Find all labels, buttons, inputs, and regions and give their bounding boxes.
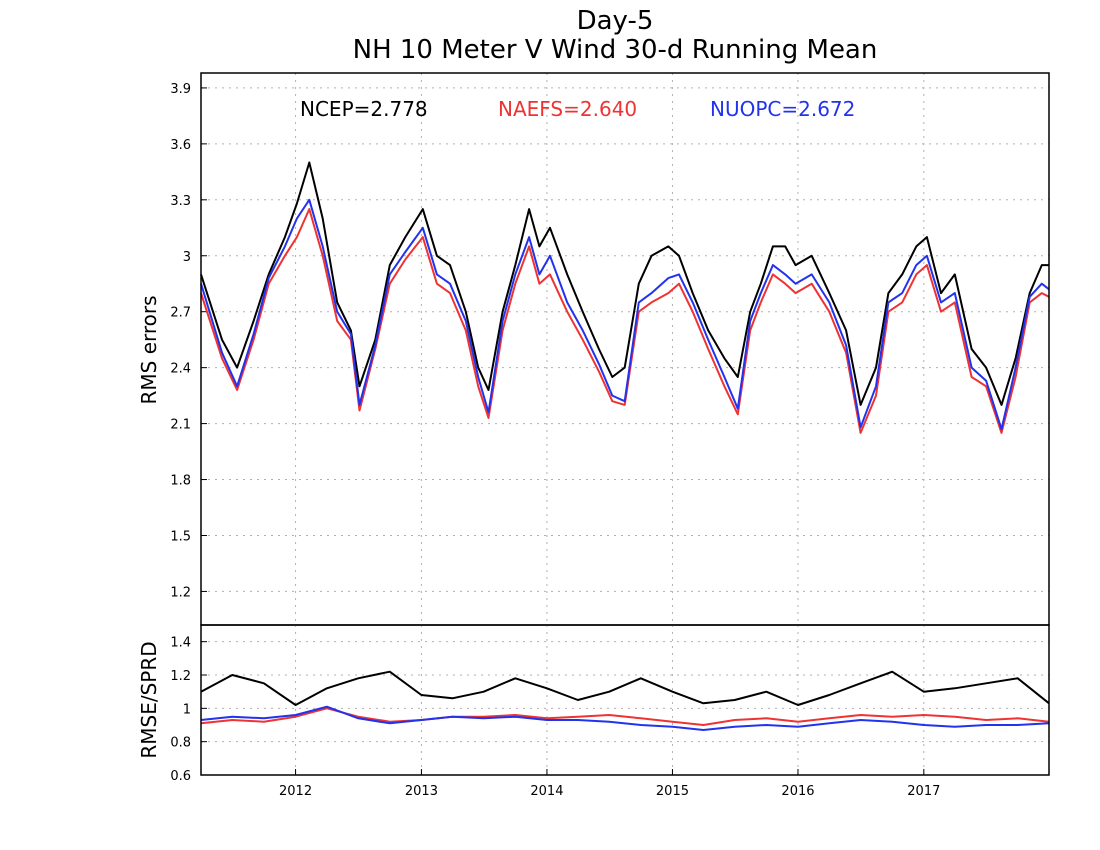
top-ytick-label: 1.5 bbox=[170, 529, 191, 544]
top-ytick-label: 3.6 bbox=[170, 138, 191, 153]
bottom-ytick-label: 1 bbox=[183, 702, 191, 717]
legend-naefs: NAEFS=2.640 bbox=[498, 97, 637, 121]
chart-title-line2: NH 10 Meter V Wind 30-d Running Mean bbox=[353, 35, 878, 65]
bottom-series-ncep bbox=[200, 670, 1050, 706]
legend: NCEP=2.778 NAEFS=2.640 NUOPC=2.672 bbox=[300, 97, 855, 121]
chart-title-line1: Day-5 bbox=[577, 6, 654, 36]
top-ytick-label: 1.2 bbox=[170, 585, 191, 600]
y-axis-label-top: RMS errors bbox=[137, 295, 161, 404]
bottom-ytick-label: 0.6 bbox=[170, 769, 191, 784]
bottom-panel: 0.6 0.8 1 1.2 1.4 2012 2013 2014 2015 2016 2017 bbox=[170, 624, 1050, 799]
top-panel: 1.2 1.5 1.8 2.1 2.4 2.7 3 3.3 3.6 3.9 bbox=[170, 72, 1050, 626]
xtick-label: 2016 bbox=[781, 784, 814, 799]
xtick-label: 2015 bbox=[656, 784, 689, 799]
bottom-plot-frame bbox=[200, 624, 1050, 776]
top-ytick-label: 3.9 bbox=[170, 82, 191, 97]
xtick-label: 2014 bbox=[530, 784, 563, 799]
top-ytick-label: 1.8 bbox=[170, 474, 191, 489]
y-axis-label-bottom: RMSE/SPRD bbox=[137, 641, 161, 758]
xtick-label: 2012 bbox=[279, 784, 312, 799]
xtick-label: 2017 bbox=[907, 784, 940, 799]
top-series-nuopc bbox=[200, 198, 1050, 431]
top-plot-frame bbox=[200, 72, 1050, 626]
xtick-label: 2013 bbox=[405, 784, 438, 799]
top-ytick-label: 2.7 bbox=[170, 306, 191, 321]
bottom-ytick-label: 1.4 bbox=[170, 636, 191, 651]
bottom-ytick-label: 0.8 bbox=[170, 736, 191, 751]
top-ytick-label: 2.1 bbox=[170, 418, 191, 433]
bottom-ytick-label: 1.2 bbox=[170, 669, 191, 684]
top-ytick-label: 3.3 bbox=[170, 194, 191, 209]
top-ytick-label: 3 bbox=[183, 250, 191, 265]
legend-ncep: NCEP=2.778 bbox=[300, 97, 428, 121]
legend-nuopc: NUOPC=2.672 bbox=[710, 97, 855, 121]
bottom-series-nuopc bbox=[200, 705, 1050, 731]
top-ytick-label: 2.4 bbox=[170, 362, 191, 377]
